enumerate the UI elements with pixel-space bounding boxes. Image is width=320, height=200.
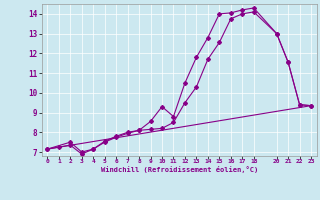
X-axis label: Windchill (Refroidissement éolien,°C): Windchill (Refroidissement éolien,°C): [100, 166, 258, 173]
